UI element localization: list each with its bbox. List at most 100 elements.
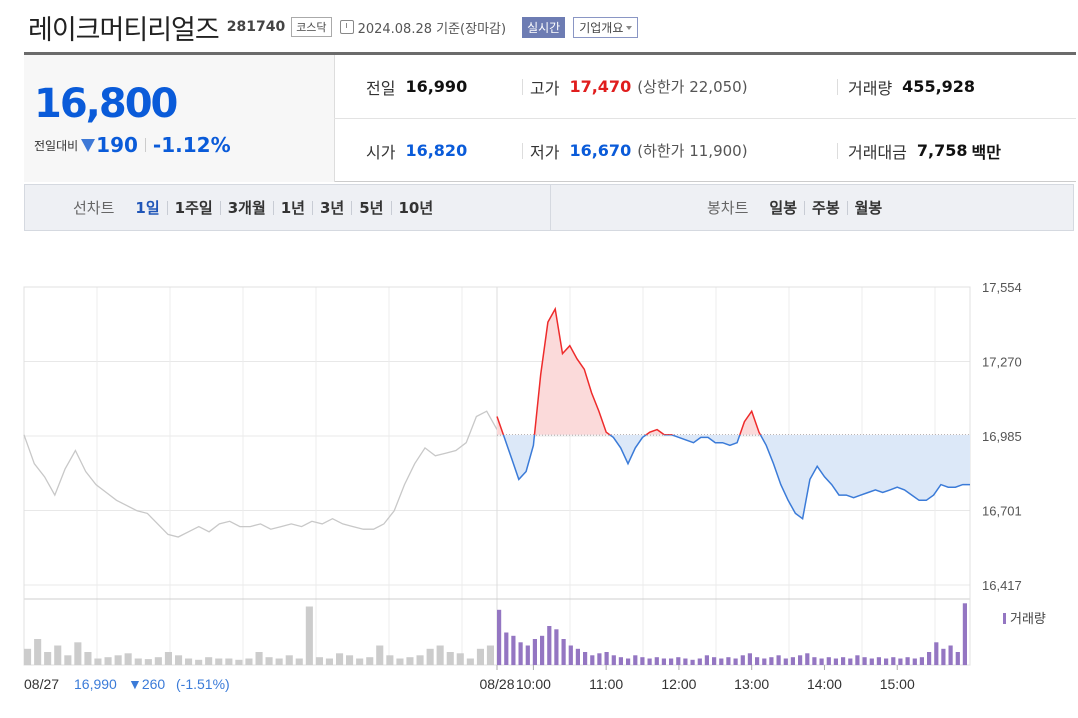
volume-bar xyxy=(590,655,595,666)
tab-1w[interactable]: 1주일 xyxy=(166,200,220,215)
volume-bar-prev xyxy=(315,657,323,665)
x-tick-label: 12:00 xyxy=(661,676,696,692)
tab-weekly-candle[interactable]: 주봉 xyxy=(804,200,847,215)
volume-bar-prev xyxy=(44,652,52,665)
change-label: 전일대비 xyxy=(34,138,79,153)
amount-value: 7,758 xyxy=(916,141,968,160)
prev-day-date: 08/27 xyxy=(24,676,59,692)
volume-bar xyxy=(554,629,559,666)
volume-bar-prev xyxy=(376,645,384,665)
amount-unit: 백만 xyxy=(971,142,1001,162)
volume-bar xyxy=(841,657,846,665)
volume-bar xyxy=(597,653,602,665)
prev-day-line xyxy=(23,410,498,538)
price-chart[interactable]: 17,554 17,270 16,985 16,701 16,417 거래량 08/28 10… xyxy=(0,240,1078,718)
volume-bar xyxy=(611,655,616,666)
volume-bar xyxy=(812,657,817,665)
high-label: 고가 xyxy=(530,78,560,98)
volume-bar-prev xyxy=(285,655,293,666)
volume-bar xyxy=(941,648,946,666)
volume-bar xyxy=(927,652,932,665)
volume-bar-prev xyxy=(104,657,112,665)
volume-bar xyxy=(525,645,530,665)
volume-bar xyxy=(776,655,781,666)
open-label: 시가 xyxy=(366,142,396,162)
down-arrow-icon xyxy=(81,138,96,152)
volume-bar xyxy=(783,658,788,665)
price-change: 전일대비 190 -1.12% xyxy=(34,133,231,157)
series-line-down xyxy=(502,434,970,521)
volume-bar-prev xyxy=(305,606,313,665)
volume-legend-swatch xyxy=(1003,613,1006,624)
volume-bar xyxy=(676,657,681,665)
x-tick-label: 13:00 xyxy=(734,676,769,692)
volume-bar-prev xyxy=(64,655,72,666)
tab-3y[interactable]: 3년 xyxy=(312,200,351,215)
volume-bar xyxy=(618,657,623,665)
tab-5y[interactable]: 5년 xyxy=(351,200,390,215)
tab-monthly-candle[interactable]: 월봉 xyxy=(846,200,890,215)
tab-daily-candle[interactable]: 일봉 xyxy=(769,198,798,217)
volume-legend-label: 거래량 xyxy=(1010,611,1046,626)
volume-bar xyxy=(532,639,537,665)
volume-bar xyxy=(504,632,509,665)
current-price: 16,800 xyxy=(34,81,178,127)
current-price-panel: 16,800 전일대비 190 -1.12% xyxy=(24,55,335,182)
volume-bar-prev xyxy=(366,657,374,665)
volume-bar xyxy=(604,652,609,665)
volume-bar-prev xyxy=(346,655,354,666)
tab-1y[interactable]: 1년 xyxy=(272,200,312,215)
volume-bar xyxy=(869,658,874,665)
volume-bar xyxy=(733,658,738,665)
volume-bar xyxy=(755,657,760,665)
volume-bar-prev xyxy=(406,657,414,665)
volume-bar-prev xyxy=(416,655,424,666)
candle-chart-tabs: 봉차트 일봉 주봉 월봉 xyxy=(707,185,889,230)
amount-label: 거래대금 xyxy=(848,142,907,162)
volume-bar xyxy=(719,658,724,665)
candle-chart-label: 봉차트 xyxy=(707,199,749,217)
volume-bar xyxy=(826,657,831,665)
y-tick-label: 16,701 xyxy=(982,504,1022,519)
prev-close-value: 16,990 xyxy=(405,77,468,96)
prev-close-label: 전일 xyxy=(366,78,396,98)
volume-bar xyxy=(790,657,795,665)
open-value: 16,820 xyxy=(405,141,468,160)
tab-3m[interactable]: 3개월 xyxy=(219,200,273,215)
volume-bar xyxy=(955,652,960,665)
realtime-button[interactable]: 실시간 xyxy=(522,16,566,38)
lower-limit: (하한가 11,900) xyxy=(637,142,748,160)
volume-bar-prev xyxy=(94,658,102,665)
quote-summary: 16,800 전일대비 190 -1.12% 전일 16,990 고가 17,470… xyxy=(24,52,1076,182)
volume-bar xyxy=(948,645,953,665)
quote-row-1: 전일 16,990 고가 17,470 (상한가 22,050) 거래량 455,928 xyxy=(334,55,1076,119)
volume-bar xyxy=(905,657,910,665)
volume-bar-prev xyxy=(386,655,394,666)
volume-bar xyxy=(884,658,889,665)
stock-header: 레이크머티리얼즈 281740 코스닥 2024.08.28 기준(장마감) 실… xyxy=(28,10,639,46)
volume-bar xyxy=(575,648,580,666)
volume-bar-prev xyxy=(265,657,273,665)
tab-1d[interactable]: 1일 xyxy=(135,198,160,217)
x-tick-label: 08/28 xyxy=(479,676,514,692)
volume-bar-prev xyxy=(456,653,464,665)
volume-bar-prev xyxy=(175,655,183,666)
company-info-dropdown[interactable]: 기업개요 xyxy=(573,16,639,38)
tab-10y[interactable]: 10년 xyxy=(390,200,441,215)
volume-bar xyxy=(848,658,853,665)
volume-bar-prev xyxy=(164,652,172,665)
volume-bar-prev xyxy=(134,658,142,665)
area-below xyxy=(497,434,970,519)
volume-bar-prev xyxy=(446,652,454,665)
volume-bar-prev xyxy=(154,657,162,665)
volume-bar xyxy=(647,658,652,665)
stock-name[interactable]: 레이크머티리얼즈 xyxy=(28,14,220,46)
volume-bar xyxy=(640,657,645,665)
low-value: 16,670 xyxy=(569,141,632,160)
volume-bar xyxy=(583,652,588,665)
area-above xyxy=(497,309,761,435)
volume-bar xyxy=(862,657,867,665)
volume-bar-prev xyxy=(195,659,203,665)
volume-bar-prev xyxy=(486,645,494,665)
volume-bar xyxy=(934,642,939,666)
